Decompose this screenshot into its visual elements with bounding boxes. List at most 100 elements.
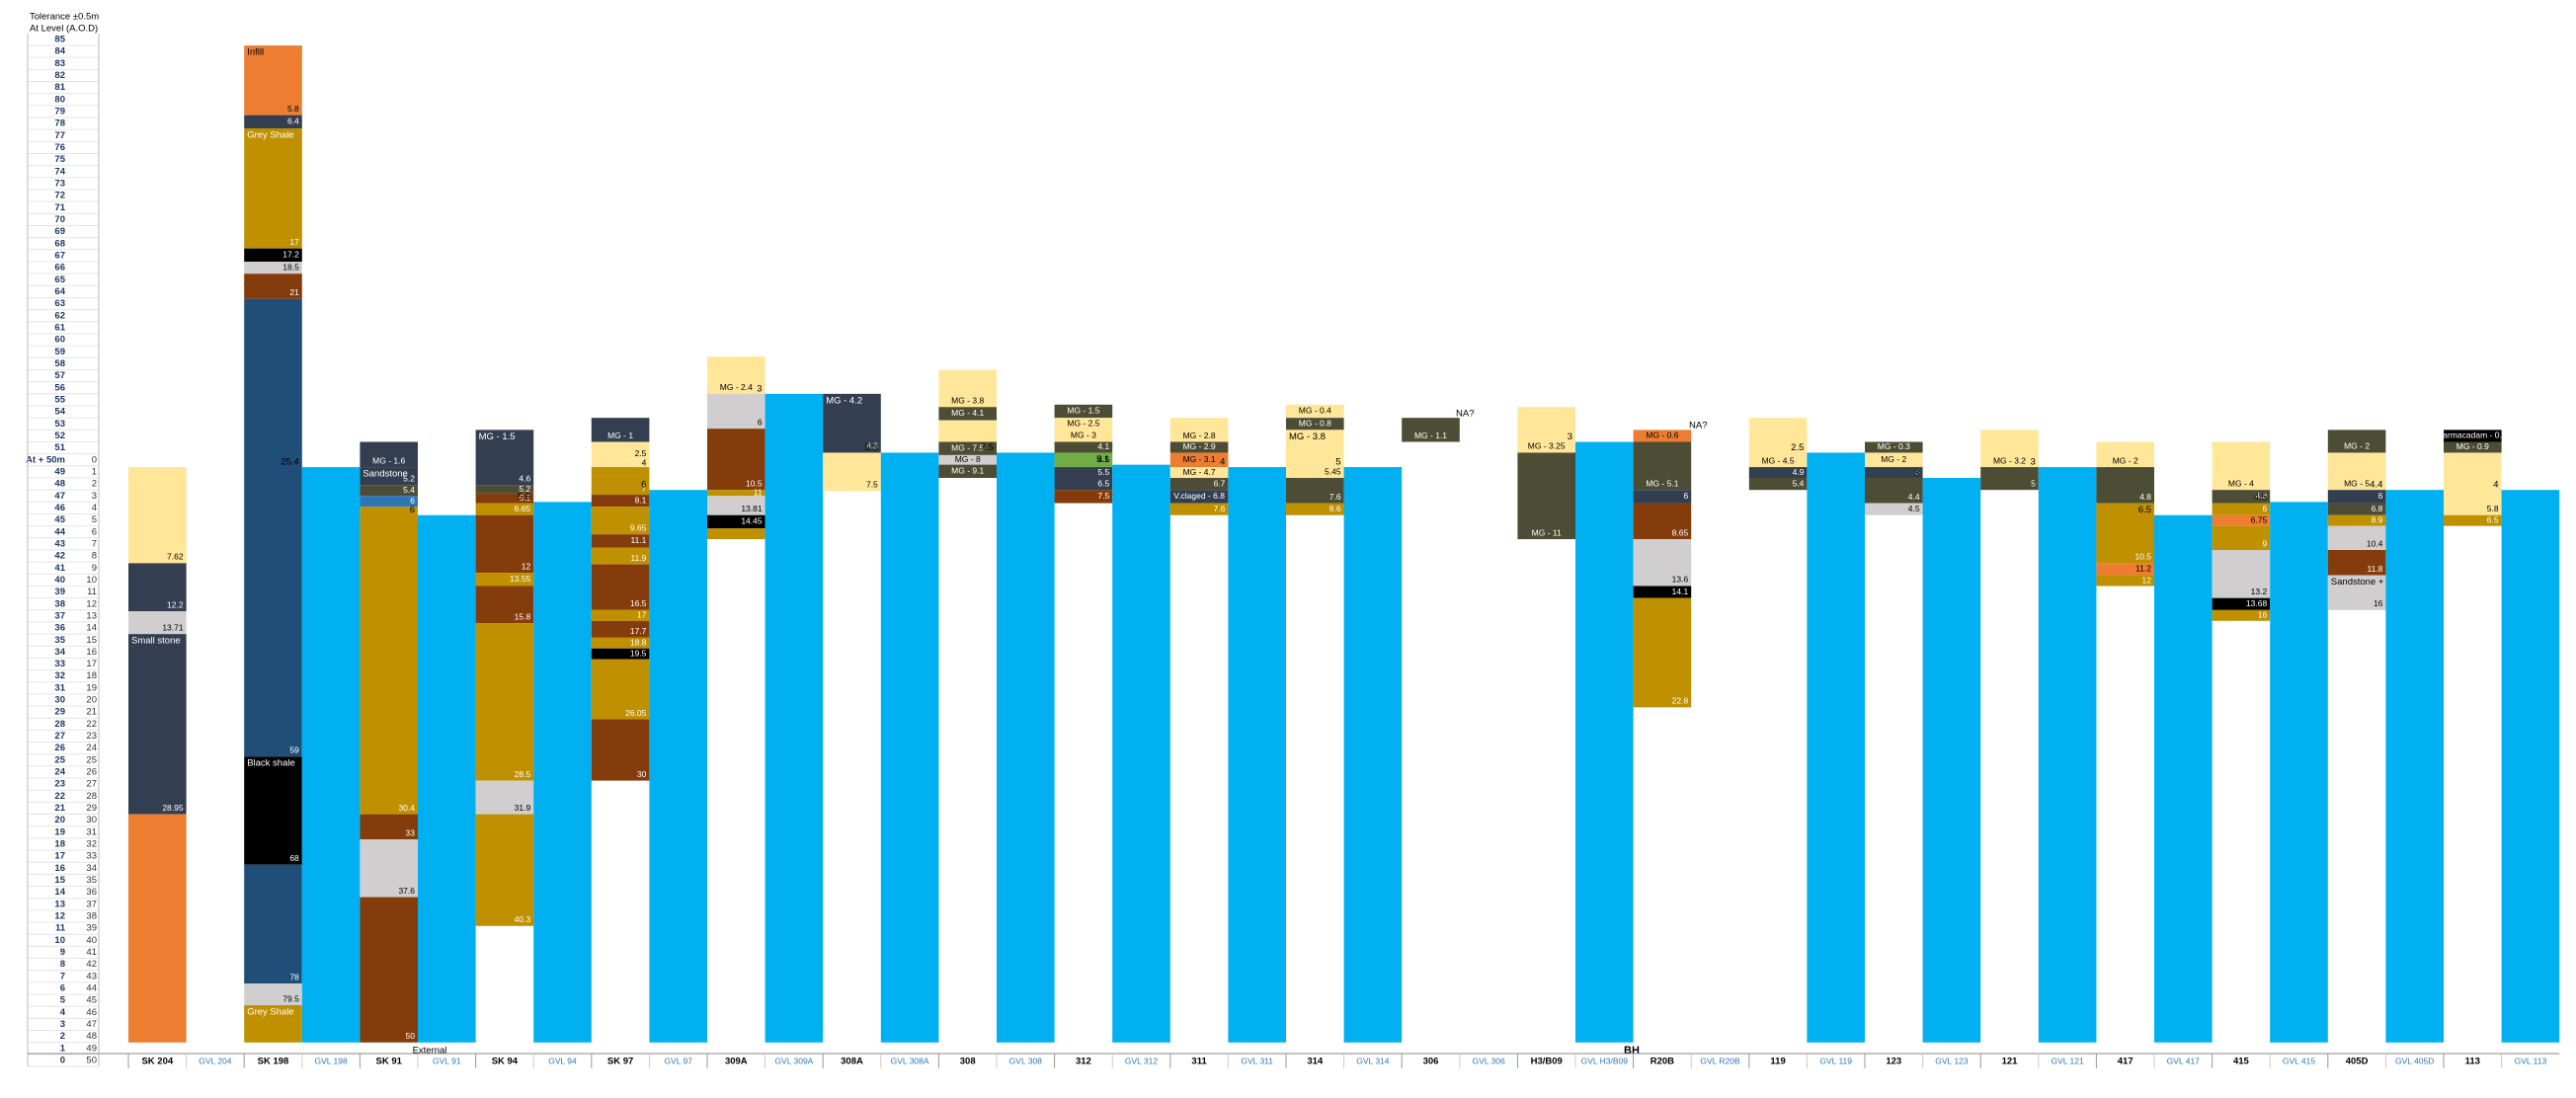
borehole-name: H3/B09 — [1531, 1057, 1563, 1067]
stratum-name: Black shale — [247, 758, 295, 769]
gvl-label: 6.5 — [2138, 505, 2151, 515]
gvl-label: 6 — [410, 505, 415, 515]
stratum-label: MG - 2 — [1881, 454, 1906, 464]
y2-tick-label: 3 — [92, 491, 97, 502]
y-tick-label: 57 — [54, 370, 65, 381]
stratum-label: 17 — [637, 610, 647, 620]
stratum — [1054, 441, 1113, 453]
stratum — [591, 547, 650, 565]
borehole-name: 123 — [1886, 1057, 1901, 1067]
stratum-label: 6.7 — [1214, 478, 1226, 488]
stratum — [1169, 478, 1229, 491]
stratum — [2212, 490, 2271, 504]
stratum-label: 6.65 — [515, 504, 531, 513]
y-tick-label: 25 — [54, 754, 65, 765]
y-tick-label: 45 — [54, 514, 65, 525]
y-tick-label: 41 — [54, 563, 65, 574]
y2-tick-label: 8 — [92, 551, 97, 562]
stratum-label: 13.71 — [162, 622, 184, 632]
y-tick-label: 51 — [54, 442, 65, 453]
y-tick-label: 74 — [54, 166, 65, 177]
stratum-label: 26.05 — [625, 708, 647, 718]
stratum — [1633, 490, 1692, 504]
y-tick-label: 55 — [54, 394, 65, 405]
borehole-name: SK 91 — [375, 1057, 402, 1067]
stratum — [1054, 478, 1113, 491]
stratum — [1865, 467, 1923, 479]
stratum-label: 11.8 — [2367, 564, 2382, 574]
y-tick-label: 26 — [54, 743, 65, 753]
stratum-label: MG - 0.3 — [1878, 441, 1910, 451]
stratum-name: Infill — [247, 47, 264, 58]
y2-tick-label: 43 — [86, 971, 97, 981]
gvl-bar — [649, 490, 707, 1043]
stratum-label: 5.8 — [2487, 504, 2499, 513]
y2-tick-label: 44 — [86, 983, 97, 994]
y-tick-label: 38 — [54, 598, 65, 609]
stratum — [1633, 430, 1692, 442]
stratum-label: 78 — [289, 972, 299, 981]
y-tick-label: 19 — [54, 826, 65, 837]
stratum-label: 79.5 — [282, 993, 299, 1003]
stratum — [244, 298, 302, 757]
y2-tick-label: 30 — [86, 815, 97, 825]
y-tick-label: 17 — [54, 851, 65, 862]
stratum-label: 5.8 — [287, 104, 299, 114]
stratum-label: 10.4 — [2367, 538, 2383, 548]
y-tick-label: 72 — [54, 191, 65, 201]
stratum — [2444, 441, 2502, 453]
gvl-name: GVL 308 — [1009, 1056, 1043, 1065]
stratum — [707, 528, 765, 540]
stratum — [2444, 430, 2502, 442]
stratum-label: 5.2 — [519, 484, 530, 494]
stratum-name: MG - 4.2 — [826, 395, 862, 406]
y-tick-label: 75 — [54, 154, 65, 165]
gvl-name: GVL 119 — [1819, 1056, 1852, 1065]
y-tick-label: 52 — [54, 431, 65, 441]
y-tick-label: 83 — [54, 58, 65, 69]
y2-tick-label: 32 — [86, 839, 97, 850]
header-line: At Level (A.O.D) — [30, 24, 98, 35]
gvl-name: GVL 405D — [2395, 1056, 2434, 1065]
y-tick-label: 62 — [54, 310, 65, 321]
gvl-name: GVL 97 — [664, 1056, 692, 1065]
y-tick-label: 70 — [54, 214, 65, 225]
stratum-label: 68 — [289, 853, 299, 863]
y2-tick-label: 41 — [86, 947, 97, 958]
stratum — [360, 467, 418, 486]
borehole-name: SK 97 — [607, 1057, 633, 1067]
stratum — [2327, 503, 2386, 515]
stratum-label: 8.1 — [635, 495, 647, 505]
gvl-label: 6 — [641, 480, 646, 491]
borehole-name: 119 — [1770, 1057, 1785, 1067]
stratum-label: 40.3 — [515, 914, 531, 924]
y2-tick-label: 10 — [86, 575, 97, 586]
stratum — [1286, 503, 1344, 515]
y2-tick-label: 6 — [92, 526, 97, 537]
y-tick-label: 8 — [60, 959, 65, 970]
stratum-label: 4.5 — [1097, 454, 1109, 464]
stratum — [1633, 597, 1692, 708]
stratum — [2327, 430, 2386, 453]
stratum — [1054, 430, 1113, 442]
stratum-label: 10.5 — [746, 478, 763, 488]
y2-tick-label: 18 — [86, 670, 97, 681]
y-tick-label: 16 — [54, 863, 65, 874]
stratum — [1286, 418, 1344, 431]
y2-tick-label: 48 — [86, 1031, 97, 1042]
stratum — [475, 430, 534, 486]
stratum — [1169, 452, 1229, 468]
stratum — [360, 814, 418, 840]
y-tick-label: 10 — [54, 935, 65, 946]
y-tick-label: 64 — [54, 286, 65, 297]
stratum — [707, 429, 765, 491]
y2-tick-label: 22 — [86, 719, 97, 730]
y-tick-label: 23 — [54, 779, 65, 790]
stratum — [2096, 503, 2154, 564]
stratum — [2212, 597, 2271, 610]
stratum-label: MG - 5 — [2344, 478, 2370, 488]
stratum — [244, 115, 302, 129]
stratum — [2096, 467, 2154, 504]
y-tick-label: 53 — [54, 419, 65, 430]
